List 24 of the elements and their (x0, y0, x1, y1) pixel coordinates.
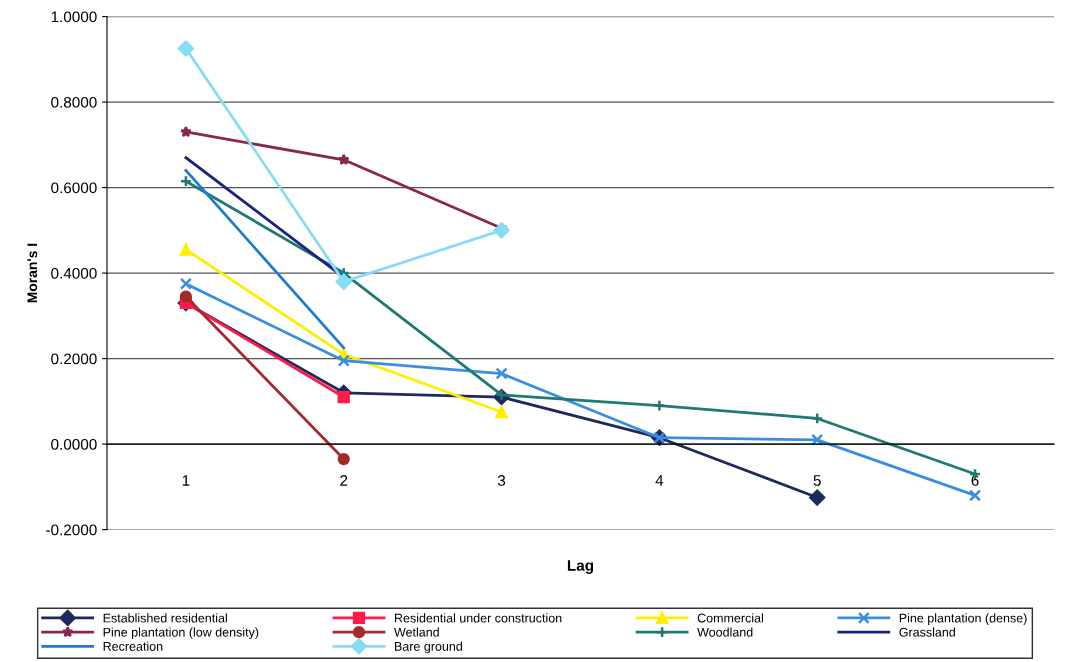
legend-label: Residential under construction (395, 613, 562, 623)
legend-label: Recreation (103, 641, 163, 651)
legend-label: Bare ground (395, 641, 462, 654)
x-tick-label: 2 (340, 475, 348, 486)
y-tick-label: 1.0000 (51, 11, 97, 23)
x-axis-title: Lag (567, 560, 594, 574)
legend-label: Woodland (697, 627, 753, 637)
legend-label: Established residential (103, 613, 227, 623)
y-tick-label: 0.6000 (51, 182, 97, 194)
y-tick-label: 0.0000 (51, 438, 97, 450)
legend-label: Grassland (899, 627, 955, 637)
x-tick-label: 5 (813, 475, 821, 486)
x-tick-label: 3 (497, 475, 506, 486)
legend-label: Pine plantation (dense) (899, 613, 1027, 625)
y-tick-label: 0.2000 (51, 353, 97, 365)
legend-label: Pine plantation (low density) (103, 627, 259, 640)
y-tick-label: -0.2000 (46, 524, 97, 536)
x-tick-label: 4 (655, 475, 664, 486)
legend-label: Commercial (697, 613, 763, 623)
y-tick-label: 0.8000 (51, 96, 97, 108)
legend-label: Wetland (394, 627, 439, 637)
x-tick-label: 1 (182, 475, 190, 486)
y-axis-title: Moran's I (27, 243, 38, 303)
y-tick-label: 0.4000 (51, 267, 97, 279)
